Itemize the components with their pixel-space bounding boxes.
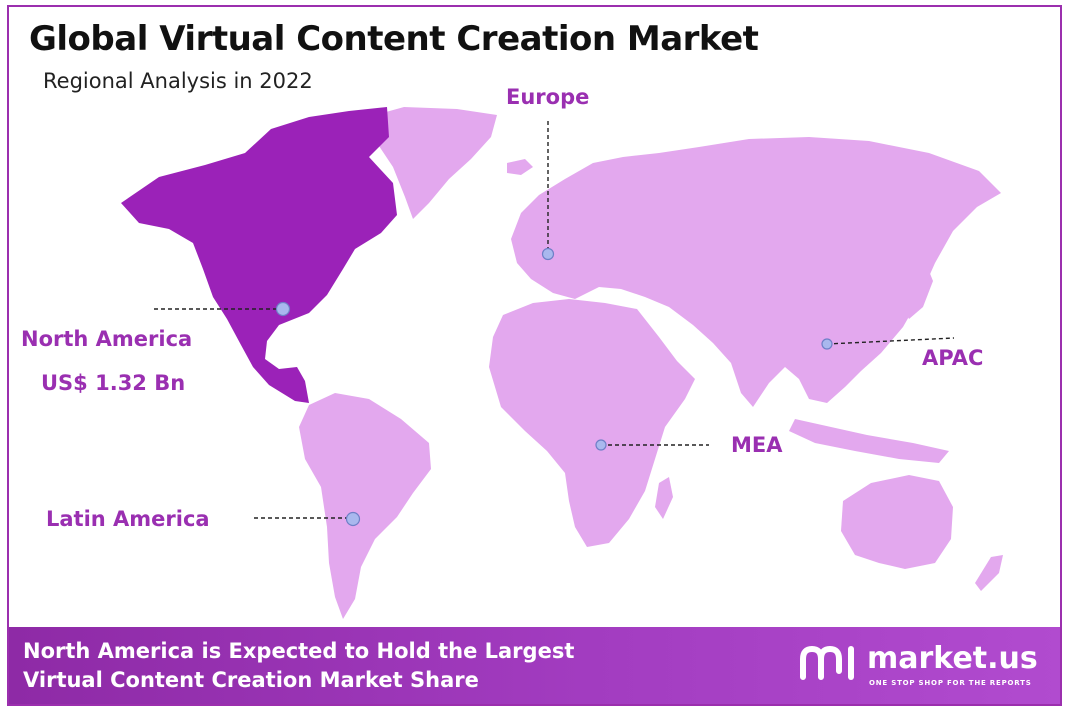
mea-marker bbox=[595, 439, 607, 451]
apac-marker bbox=[821, 338, 833, 350]
greenland-shape bbox=[361, 107, 497, 219]
north-america-shape bbox=[121, 107, 397, 403]
footer-banner: North America is Expected to Hold the La… bbox=[9, 627, 1060, 704]
brand-logo-group: market.us ONE STOP SHOP FOR THE REPORTS bbox=[797, 641, 1047, 691]
market-us-logo-icon bbox=[800, 646, 854, 680]
footer-line-1: North America is Expected to Hold the La… bbox=[23, 639, 575, 663]
indonesia-shape bbox=[789, 419, 949, 463]
footer-line-2: Virtual Content Creation Market Share bbox=[23, 668, 479, 692]
apac-leader-line bbox=[826, 337, 955, 345]
page-subtitle: Regional Analysis in 2022 bbox=[43, 69, 313, 93]
madagascar-shape bbox=[655, 477, 673, 519]
north-america-marker bbox=[275, 301, 291, 317]
world-map bbox=[121, 107, 1003, 619]
page-title: Global Virtual Content Creation Market bbox=[29, 19, 759, 59]
new-zealand-shape bbox=[975, 555, 1003, 591]
apac-label: APAC bbox=[922, 346, 984, 370]
mea-label: MEA bbox=[731, 433, 783, 457]
south-america-shape bbox=[299, 393, 431, 619]
africa-shape bbox=[489, 299, 695, 547]
infographic-frame: Global Virtual Content Creation Market R… bbox=[7, 5, 1062, 706]
north-america-value: US$ 1.32 Bn bbox=[41, 371, 186, 395]
latin-america-label: Latin America bbox=[46, 507, 210, 531]
eurasia-shape bbox=[511, 137, 1001, 407]
brand-tagline: ONE STOP SHOP FOR THE REPORTS bbox=[869, 679, 1032, 687]
australia-shape bbox=[841, 475, 953, 569]
japan-shape bbox=[903, 261, 933, 319]
europe-marker bbox=[541, 247, 555, 261]
iceland-shape bbox=[507, 159, 533, 175]
brand-name: market.us bbox=[867, 641, 1038, 676]
europe-label: Europe bbox=[506, 85, 590, 109]
footer-caption: North America is Expected to Hold the La… bbox=[23, 637, 574, 695]
north-america-label: North America bbox=[21, 327, 193, 351]
latin-america-marker bbox=[345, 511, 361, 527]
